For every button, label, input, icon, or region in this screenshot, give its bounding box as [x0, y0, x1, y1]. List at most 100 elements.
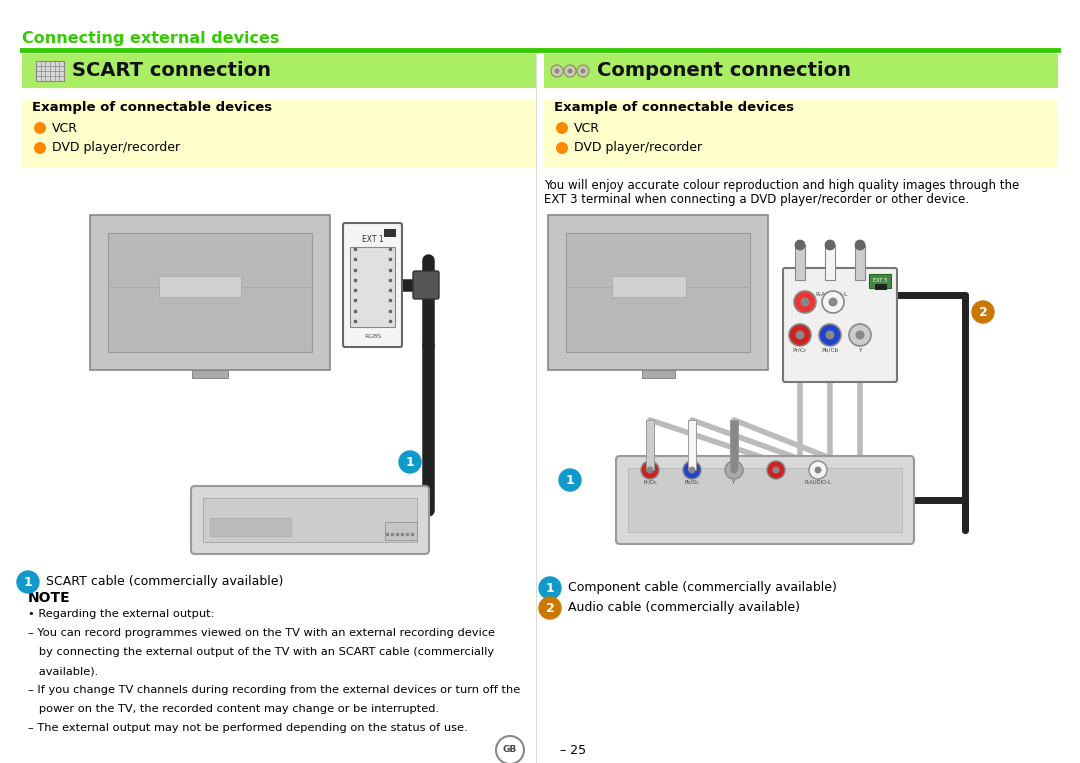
Text: 1: 1 [545, 581, 554, 594]
Text: EXT 3: EXT 3 [873, 278, 887, 284]
Circle shape [855, 240, 865, 250]
Circle shape [17, 571, 39, 593]
Text: 2: 2 [978, 305, 987, 318]
Text: Component connection: Component connection [597, 62, 851, 81]
Circle shape [809, 461, 827, 479]
Text: GB: GB [503, 745, 517, 755]
FancyBboxPatch shape [413, 271, 438, 299]
Circle shape [822, 291, 843, 313]
Circle shape [33, 122, 46, 134]
Text: SCART cable (commercially available): SCART cable (commercially available) [46, 575, 283, 588]
Text: Pb/Cb: Pb/Cb [822, 347, 839, 353]
Bar [566, 233, 750, 352]
Bar [36, 61, 64, 81]
Bar [646, 420, 654, 470]
FancyBboxPatch shape [783, 268, 897, 382]
Circle shape [767, 461, 785, 479]
Bar [730, 420, 738, 470]
Bar [192, 370, 228, 378]
Bar [855, 245, 865, 280]
Circle shape [828, 298, 837, 307]
Text: Component cable (commercially available): Component cable (commercially available) [568, 581, 837, 594]
Bar [825, 245, 835, 280]
Text: Pb/Dc: Pb/Dc [685, 479, 700, 485]
Circle shape [814, 466, 822, 474]
Circle shape [556, 122, 568, 134]
Text: VCR: VCR [52, 121, 78, 134]
Text: R-AUDIO-L: R-AUDIO-L [815, 291, 848, 297]
Circle shape [581, 69, 585, 73]
FancyBboxPatch shape [616, 456, 914, 544]
Bar [90, 215, 330, 370]
Bar [210, 518, 291, 536]
Circle shape [399, 451, 421, 473]
Text: 2: 2 [545, 601, 554, 614]
Circle shape [647, 466, 653, 474]
Bar [384, 522, 417, 540]
Bar [108, 233, 312, 352]
Circle shape [564, 65, 576, 77]
Text: – The external output may not be performed depending on the status of use.: – The external output may not be perform… [28, 723, 468, 733]
Bar [548, 215, 768, 370]
Circle shape [539, 597, 561, 619]
Circle shape [772, 466, 780, 474]
Bar [384, 229, 396, 237]
Circle shape [972, 301, 994, 323]
Text: EXT 1: EXT 1 [362, 234, 383, 243]
Circle shape [825, 240, 835, 250]
Bar [203, 498, 417, 542]
Text: EXT 3 terminal when connecting a DVD player/recorder or other device.: EXT 3 terminal when connecting a DVD pla… [544, 194, 969, 207]
Bar [869, 274, 891, 288]
Circle shape [819, 324, 841, 346]
Text: DVD player/recorder: DVD player/recorder [573, 141, 702, 154]
Text: Pr/Cr: Pr/Cr [793, 347, 807, 353]
Text: – If you change TV channels during recording from the external devices or turn o: – If you change TV channels during recor… [28, 685, 521, 695]
Circle shape [567, 69, 572, 73]
Text: 1: 1 [24, 575, 32, 588]
Text: 1: 1 [566, 474, 575, 487]
Circle shape [796, 330, 805, 340]
Bar [795, 245, 805, 280]
Text: Example of connectable devices: Example of connectable devices [554, 101, 794, 114]
Circle shape [683, 461, 701, 479]
Circle shape [730, 466, 738, 474]
Bar [875, 284, 887, 290]
Circle shape [725, 461, 743, 479]
Text: Audio cable (commercially available): Audio cable (commercially available) [568, 601, 800, 614]
Text: You will enjoy accurate colour reproduction and high quality images through the: You will enjoy accurate colour reproduct… [544, 179, 1020, 192]
Text: SCART connection: SCART connection [72, 62, 271, 81]
Text: Connecting external devices: Connecting external devices [22, 31, 280, 46]
Circle shape [689, 466, 696, 474]
Text: Y: Y [732, 479, 735, 485]
Bar [642, 370, 675, 378]
Bar [22, 54, 536, 88]
Circle shape [849, 324, 870, 346]
Circle shape [539, 577, 561, 599]
Text: available).: available). [28, 666, 98, 676]
Circle shape [642, 461, 659, 479]
FancyBboxPatch shape [343, 223, 402, 347]
Circle shape [855, 330, 864, 340]
Bar [688, 420, 696, 470]
Circle shape [795, 240, 805, 250]
Circle shape [554, 69, 559, 73]
Text: Y: Y [859, 347, 862, 353]
Bar [544, 54, 1058, 88]
Circle shape [33, 142, 46, 154]
Text: R-AUDIO-L: R-AUDIO-L [805, 479, 832, 485]
Circle shape [556, 142, 568, 154]
Text: Example of connectable devices: Example of connectable devices [32, 101, 272, 114]
Text: Pr/Dc: Pr/Dc [643, 479, 657, 485]
Bar [350, 247, 395, 327]
Text: power on the TV, the recorded content may change or be interrupted.: power on the TV, the recorded content ma… [28, 704, 440, 714]
Text: – You can record programmes viewed on the TV with an external recording device: – You can record programmes viewed on th… [28, 628, 495, 638]
Text: NOTE: NOTE [28, 591, 70, 605]
Bar [22, 100, 536, 168]
FancyBboxPatch shape [191, 486, 429, 554]
Circle shape [794, 291, 816, 313]
Circle shape [577, 65, 589, 77]
Circle shape [496, 736, 524, 763]
Circle shape [800, 298, 810, 307]
Bar [612, 276, 686, 298]
Bar [159, 276, 241, 298]
